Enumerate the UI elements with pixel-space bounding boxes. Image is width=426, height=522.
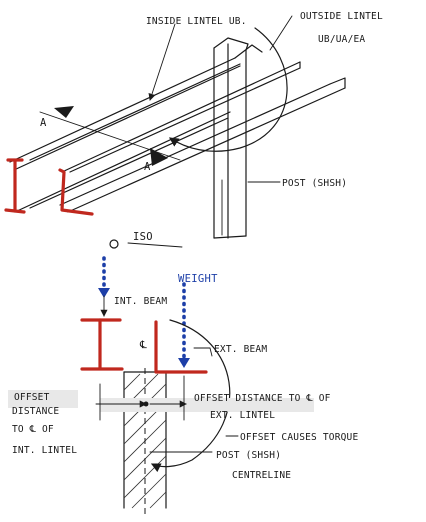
section-line-a-a (39, 106, 181, 166)
iso-label-underline (127, 242, 183, 248)
iso-red-sections (4, 158, 94, 216)
left-offset-line3: TO ℄ OF (12, 424, 54, 435)
iso-view-label: ISO (133, 231, 153, 243)
int-load-arrowhead (98, 288, 110, 298)
torque-label: OFFSET CAUSES TORQUE (240, 432, 358, 443)
iso-torque-arrow (169, 27, 288, 152)
int-beam-label: INT. BEAM (114, 296, 167, 307)
right-offset-line1: OFFSET DISTANCE TO ℄ OF (194, 393, 331, 404)
left-offset-highlight (8, 390, 78, 408)
post-label: POST (SHSH) (282, 178, 347, 189)
inside-lintel-label: INSIDE LINTEL UB. (146, 16, 247, 27)
outside-lintel-angle (59, 61, 346, 213)
ext-beam-leader (193, 347, 213, 357)
post-centre-dot (143, 401, 149, 407)
outside-lintel-leader (269, 15, 293, 51)
section-marker-left: A (40, 117, 47, 129)
left-offset-line2: DISTANCE (12, 406, 59, 417)
weight-label: WEIGHT (178, 273, 218, 285)
iso-view: A A INSIDE LINTEL UB. OUTSIDE LINTEL UB/… (4, 11, 383, 249)
inside-lintel-leader (148, 23, 176, 101)
ext-beam-label: EXT. BEAM (214, 344, 267, 355)
centreline-symbol: ℄ (139, 339, 147, 351)
torque-arrow (150, 319, 231, 473)
post-label-line2: CENTRELINE (232, 470, 291, 481)
ext-load-arrowhead (178, 358, 190, 368)
offset-highlight (100, 398, 314, 412)
post-label-line1: POST (SHSH) (216, 450, 281, 461)
right-offset-line2: EXT. LINTEL (210, 410, 275, 421)
ext-beam-section (154, 320, 208, 374)
outside-lintel-label-line2: UB/UA/EA (318, 34, 365, 45)
outside-lintel-label-line1: OUTSIDE LINTEL (300, 11, 383, 22)
iso-post (213, 37, 249, 239)
section-marker-right: A (144, 161, 151, 173)
iso-marker-dot (109, 239, 119, 249)
post-section (123, 368, 167, 515)
left-offset-line1: OFFSET (14, 392, 50, 403)
section-view: WEIGHT INT. BEAM ℄ EXT. BEAM (8, 256, 358, 515)
int-beam-section (80, 318, 124, 371)
inside-lintel-beam (9, 44, 263, 213)
left-offset-line4: INT. LINTEL (12, 445, 77, 456)
